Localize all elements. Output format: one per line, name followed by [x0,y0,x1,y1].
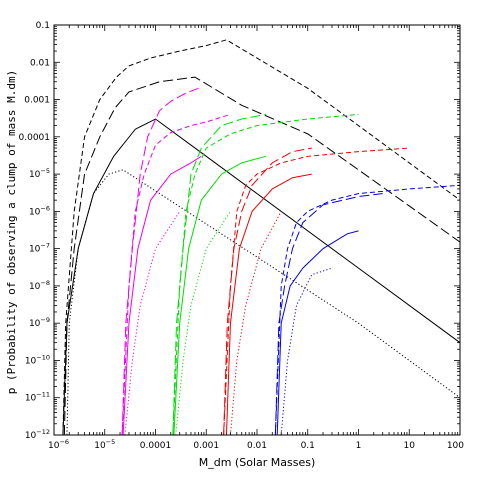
y-tick-label: 10−5 [29,167,50,180]
series-line-14 [225,173,312,435]
y-tick-label: 10−12 [25,428,50,441]
x-tick-label: 0.0001 [140,441,172,451]
x-tick-label: 0.1 [301,441,315,451]
x-tick-label: 10−6 [48,438,69,451]
series-line-19 [274,184,460,435]
series-line-1 [66,169,460,435]
x-tick-label: 1 [356,441,362,451]
series-line-7 [121,113,231,435]
y-tick-label: 0.01 [30,58,50,68]
series-line-9 [175,211,231,435]
series-line-2 [62,118,460,435]
y-tick-label: 10−6 [29,204,50,217]
y-tick-label: 10−9 [29,316,50,329]
y-tick-label: 10−11 [25,391,50,404]
x-tick-label: 10−5 [94,438,115,451]
x-tick-label: 0.01 [247,441,267,451]
series-line-16 [223,147,312,435]
series-line-12 [172,113,267,435]
tick-layer: 10−6 10−5 0.0001 0.001 0.01 0.1 1 10 10010−1210−… [19,21,465,451]
y-tick-label: 0.0001 [19,133,51,143]
series-line-11 [172,113,359,435]
series-line-13 [229,211,282,435]
x-axis-title: M_dm (Solar Masses) [199,456,316,469]
y-tick-label: 0.1 [36,21,50,31]
y-axis-title: p (Probability of observing a clump of m… [5,70,18,395]
y-tick-label: 0.001 [24,96,50,106]
series-line-20 [274,193,383,435]
series-line-5 [124,211,181,435]
series-line-18 [276,230,359,435]
plot-frame [53,24,461,436]
x-tick-label: 0.001 [193,441,219,451]
series-line-4 [63,76,460,435]
x-tick-label: 100 [447,441,464,451]
series-line-8 [121,87,199,435]
x-tick-label: 10 [404,441,416,451]
series-line-15 [223,147,410,435]
y-tick-label: 10−7 [29,242,50,255]
series-line-10 [173,155,267,435]
series-layer [62,39,460,435]
series-line-6 [122,155,202,435]
series-line-3 [62,39,460,435]
y-tick-label: 10−10 [25,353,50,366]
y-tick-label: 10−8 [29,279,50,292]
